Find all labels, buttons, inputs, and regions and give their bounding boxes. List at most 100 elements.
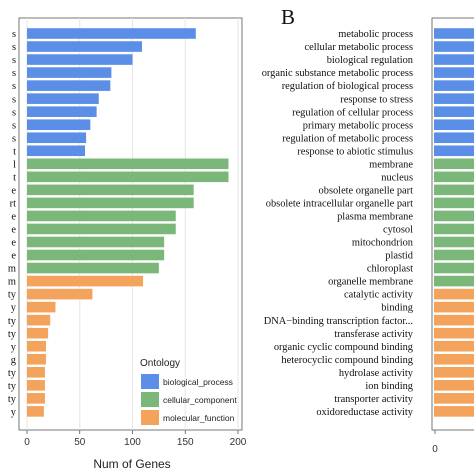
category-label: hydrolase activity [339,368,414,379]
bar [27,184,194,196]
category-label-fragment: y [11,342,17,353]
bar [27,380,45,391]
bar [434,158,474,170]
legend: Ontology biological_process cellular_com… [140,358,237,425]
bar [27,353,46,365]
bar [27,340,46,352]
legend-swatch-cellular-component [141,392,159,407]
legend-swatch-biological-process [141,374,159,389]
category-label: membrane [369,159,413,170]
category-label: regulation of metabolic process [282,133,413,144]
bar [27,210,176,222]
bar [434,288,474,300]
x-tick-label: 200 [230,437,247,448]
category-label-fragment: s [12,120,16,131]
category-label: catalytic activity [344,290,414,301]
category-label-fragment: t [13,172,16,183]
category-label: ion binding [365,381,413,392]
bar [434,145,474,157]
bar [434,184,474,196]
bar [434,80,474,91]
category-label: nucleus [381,172,413,183]
category-label: transferase activity [334,329,414,340]
bar [434,236,474,248]
category-label: biological regulation [327,55,414,66]
bar [27,106,97,117]
category-label: heterocyclic compound binding [281,355,413,366]
category-label: obsolete organelle part [319,185,414,196]
category-label-fragment: ty [8,329,17,340]
bar [27,314,51,326]
bar [27,406,44,417]
category-label-fragment: s [12,29,16,40]
bar [434,106,474,117]
bar [27,288,93,300]
bar [434,28,474,39]
legend-label-biological-process: biological_process [163,377,233,387]
category-label-fragment: s [12,55,16,66]
category-label: binding [381,303,413,314]
bar [27,28,196,39]
legend-label-molecular-function: molecular_function [163,413,235,423]
category-label-fragment: ty [8,381,17,392]
category-label-fragment: e [11,212,16,223]
bar [434,406,474,417]
category-label-fragment: e [11,185,16,196]
bar [27,41,142,52]
category-label: organelle membrane [328,277,413,288]
bar [27,197,194,209]
bar [27,171,229,183]
bar [434,353,474,365]
bar [27,80,111,91]
category-label: chloroplast [367,264,413,275]
category-label: response to abiotic stimulus [297,146,413,157]
category-label-fragment: s [12,42,16,53]
bar [434,380,474,391]
category-label-fragment: s [12,133,16,144]
category-label-fragment: rt [10,198,16,209]
category-label: metabolic process [338,29,413,40]
category-label: primary metabolic process [303,120,413,131]
bar [27,301,56,313]
category-label-fragment: ty [8,290,17,301]
category-label: DNA−binding transcription factor... [264,316,413,327]
category-label-fragment: m [8,264,16,275]
category-label: organic cyclic compound binding [274,342,413,353]
category-label-fragment: y [11,407,17,418]
bar [434,67,474,78]
category-label-fragment: y [11,303,17,314]
category-label-fragment: ty [8,316,17,327]
panel-b-bars [434,28,474,417]
x-tick-label: 50 [74,437,86,448]
bar [434,210,474,222]
category-label: organic substance metabolic process [262,68,413,79]
category-label: cellular metabolic process [305,42,413,53]
bar [27,145,86,157]
bar [27,54,133,65]
category-label: plastid [385,251,414,262]
bar [434,54,474,65]
bar [27,93,99,104]
category-label: cytosol [383,225,413,236]
bar [27,158,229,170]
bar [27,393,45,404]
x-tick-label: 150 [177,437,194,448]
category-label-fragment: ty [8,394,17,405]
legend-label-cellular-component: cellular_component [163,395,237,405]
bar [27,366,45,378]
category-label-fragment: t [13,146,16,157]
bar [434,327,474,339]
bar [434,223,474,235]
category-label-fragment: s [12,81,16,92]
panel-b-chart: B metabolic process cellular metabolic pr… [262,5,474,455]
category-label-fragment: s [12,94,16,105]
bar [434,119,474,131]
category-label-fragment: e [11,238,16,249]
category-label: mitochondrion [352,238,414,249]
category-label: response to stress [340,94,413,105]
category-label-fragment: s [12,107,16,118]
category-label-fragment: l [13,159,16,170]
bar [434,393,474,404]
bar [27,132,87,144]
